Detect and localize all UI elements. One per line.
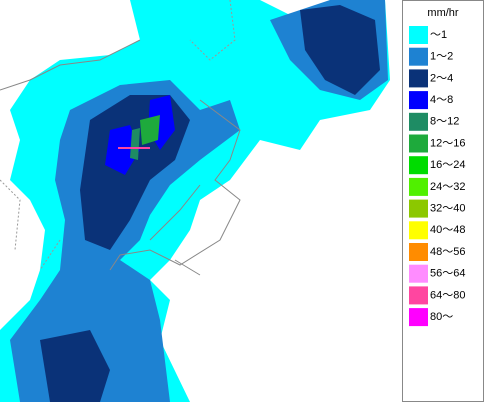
legend-label: 12～16 — [430, 137, 465, 149]
legend-swatch — [409, 47, 428, 66]
rain-cell — [140, 115, 160, 145]
legend-swatch — [409, 91, 428, 110]
legend-title: mm/hr — [427, 7, 459, 19]
legend-label: 32～40 — [430, 203, 465, 215]
legend-swatch — [409, 134, 428, 153]
legend: mm/hr ～1 1～2 2～4 4～8 8～12 12～16 16～24 24～32 32～4… — [402, 0, 484, 402]
legend-swatch — [409, 177, 428, 196]
rain-cell — [105, 125, 140, 175]
legend-swatch — [409, 69, 428, 88]
legend-label: 24～32 — [430, 181, 465, 193]
prefecture-boundary — [0, 0, 236, 271]
legend-swatch — [409, 26, 428, 44]
legend-swatch — [409, 308, 428, 327]
rain-cell — [130, 128, 140, 160]
coastline — [0, 39, 241, 276]
radar-map — [0, 0, 390, 402]
legend-swatch — [409, 156, 428, 175]
legend-label: 56～64 — [430, 268, 465, 280]
legend-label: 48～56 — [430, 246, 465, 258]
legend-swatch — [409, 112, 428, 131]
legend-label: 2～4 — [430, 72, 453, 84]
legend-label: 16～24 — [430, 159, 465, 171]
legend-swatch — [409, 221, 428, 240]
rain-area-moderate — [10, 80, 240, 402]
rain-area-heavy — [300, 5, 380, 95]
legend-label: ～1 — [430, 29, 447, 41]
legend-label: 64～80 — [430, 289, 465, 301]
legend-swatch — [409, 264, 428, 283]
legend-label: 40～48 — [430, 224, 465, 236]
legend-label: 4～8 — [430, 94, 453, 106]
legend-swatch — [409, 199, 428, 218]
legend-swatch — [409, 243, 428, 261]
legend-label: 80～ — [430, 311, 453, 323]
rain-area-heavy — [40, 330, 110, 402]
legend-swatch — [409, 286, 428, 305]
legend-label: 8～12 — [430, 116, 459, 128]
legend-label: 1～2 — [430, 51, 453, 63]
